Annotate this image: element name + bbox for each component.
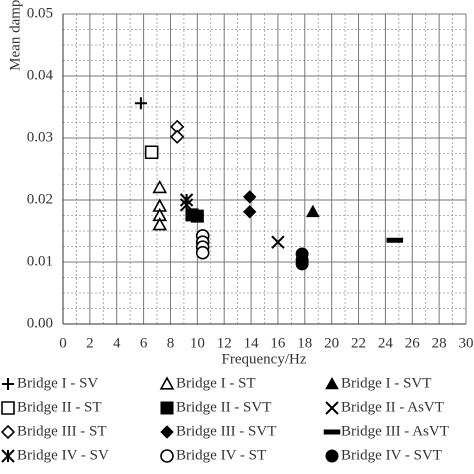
x-tick-label: 16 [270,335,286,351]
legend-label: Bridge IV - SVT [341,447,442,463]
x-tick-label: 28 [432,335,447,351]
legend-marker [160,425,174,439]
point [144,145,159,160]
legend-marker [325,401,339,415]
x-tick-label: 4 [113,335,121,351]
legend-marker [1,401,15,415]
x-tick-label: 8 [167,335,175,351]
point [295,257,309,271]
y-tick-label: 0.04 [27,67,54,83]
y-tick-label: 0.05 [27,5,53,21]
legend-marker [2,378,14,390]
x-tick-label: 12 [217,335,232,351]
point [152,179,168,194]
legend-marker [160,401,174,415]
y-tick-label: 0.00 [27,315,53,331]
x-tick-label: 14 [244,335,260,351]
x-tick-label: 2 [86,335,94,351]
x-tick-label: 18 [297,335,312,351]
legend-marker [1,449,15,463]
x-tick-label: 0 [59,335,67,351]
legend-label: Bridge IV - ST [176,447,266,463]
legend-label: Bridge III - SVT [176,423,276,439]
point [271,235,285,249]
legend-marker [325,376,339,390]
legend-marker [323,429,341,435]
legend-label: Bridge IV - SV [17,447,109,463]
x-axis-label: Frequency/Hz [222,351,307,367]
legend-label: Bridge I - ST [176,375,256,391]
legend-label: Bridge II - AsVT [341,399,444,415]
legend-label: Bridge III - ST [17,423,107,439]
x-tick-label: 30 [459,335,474,351]
y-tick-label: 0.02 [27,191,53,207]
legend-marker [325,449,339,463]
x-tick-label: 20 [324,335,339,351]
point [306,204,320,218]
legend-label: Bridge III - AsVT [341,423,449,439]
point [179,198,194,212]
y-axis-label: Mean damping ratio [7,0,23,71]
legend-label: Bridge II - ST [17,399,102,415]
legend-label: Bridge II - SVT [176,399,271,415]
legend-marker [159,376,175,390]
point [170,129,185,144]
point [243,190,257,204]
legend-marker [160,449,174,463]
point [243,205,257,219]
legend-marker [0,424,16,440]
x-tick-label: 22 [351,335,366,351]
point [190,209,204,223]
y-tick-label: 0.03 [27,129,53,145]
x-tick-label: 10 [190,335,205,351]
x-tick-label: 24 [378,335,394,351]
y-tick-label: 0.01 [27,253,53,269]
legend-label: Bridge I - SVT [341,375,431,391]
point [134,97,147,110]
legend-label: Bridge I - SV [17,375,98,391]
point [195,245,210,260]
point [152,217,168,231]
x-tick-label: 26 [405,335,421,351]
x-tick-label: 6 [140,335,148,351]
point [386,237,404,243]
